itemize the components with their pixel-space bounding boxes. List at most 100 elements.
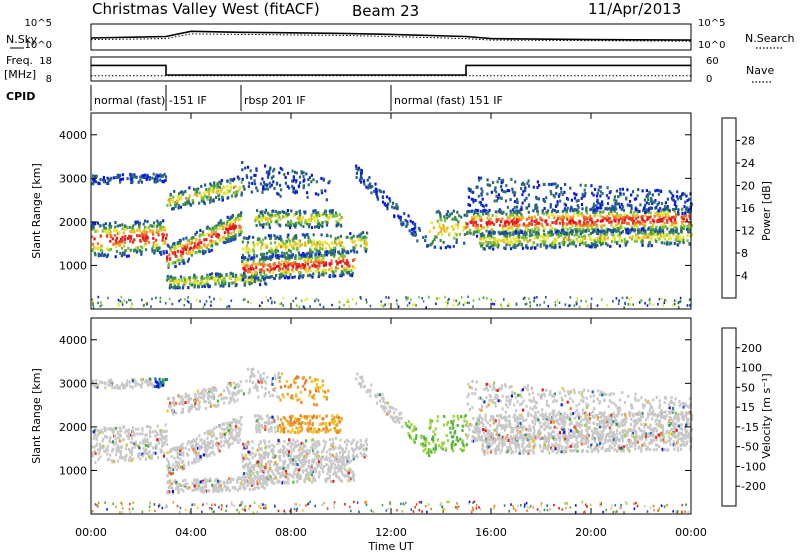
power-cell xyxy=(370,191,373,195)
power-cell xyxy=(334,237,337,241)
power-cell xyxy=(673,210,676,213)
power-cell xyxy=(94,253,97,257)
power-cell xyxy=(123,244,126,248)
velocity-cell xyxy=(154,377,157,381)
power-cell xyxy=(607,228,610,232)
power-cell xyxy=(271,267,275,271)
power-cell xyxy=(201,285,204,289)
power-cell xyxy=(190,253,193,257)
velocity-cell xyxy=(172,409,175,413)
power-cell xyxy=(280,302,283,305)
power-cell xyxy=(226,220,229,224)
power-cell xyxy=(221,281,224,285)
power-cell xyxy=(206,197,209,201)
power-cell xyxy=(453,217,456,221)
power-cell xyxy=(556,236,560,239)
power-cell xyxy=(217,221,221,225)
power-cell xyxy=(490,190,493,194)
power-cell xyxy=(580,203,584,206)
velocity-cell xyxy=(110,380,114,384)
velocity-cell xyxy=(232,397,235,401)
power-cell xyxy=(389,199,392,203)
power-cell xyxy=(130,181,133,185)
power-cell xyxy=(391,201,395,205)
power-cell xyxy=(514,191,517,195)
velocity-cell xyxy=(196,397,199,401)
power-cell xyxy=(282,262,285,266)
power-cell xyxy=(663,205,666,209)
power-cell xyxy=(226,191,229,195)
power-cell xyxy=(336,262,339,266)
velocity-cell xyxy=(138,446,141,450)
power-cell xyxy=(235,216,238,220)
power-cell xyxy=(317,266,320,270)
velocity-cell xyxy=(192,439,195,443)
power-cell xyxy=(185,245,189,249)
power-cell xyxy=(657,230,660,234)
power-cell xyxy=(118,304,120,307)
power-cell xyxy=(618,231,621,235)
power-cell xyxy=(140,252,143,256)
velocity-cell xyxy=(148,429,151,433)
velocity-cell xyxy=(96,442,99,446)
velocity-cell xyxy=(97,429,100,433)
power-cell xyxy=(169,279,172,283)
power-cell xyxy=(130,177,133,181)
power-cell xyxy=(131,173,134,177)
power-cell xyxy=(238,226,241,230)
power-cell xyxy=(220,220,223,224)
power-cell xyxy=(512,230,515,234)
power-cell xyxy=(268,255,272,259)
velocity-cell xyxy=(182,402,185,406)
power-cell xyxy=(317,269,320,273)
power-cell xyxy=(139,178,142,182)
power-cell xyxy=(335,214,338,218)
power-cell xyxy=(137,220,140,224)
power-cell xyxy=(281,243,284,247)
power-cell xyxy=(500,220,503,224)
power-cell xyxy=(405,296,407,299)
power-cell xyxy=(537,226,540,230)
power-cell xyxy=(647,207,651,210)
power-cell xyxy=(232,235,235,239)
velocity-cell xyxy=(144,433,147,437)
power-cell xyxy=(610,233,613,236)
velocity-cell xyxy=(194,443,198,447)
power-cell xyxy=(525,196,528,200)
power-cell xyxy=(618,239,621,243)
power-cell xyxy=(505,235,509,239)
power-cell xyxy=(209,196,212,200)
power-cell xyxy=(114,239,117,243)
power-cell xyxy=(121,239,124,242)
power-cell xyxy=(178,244,181,248)
velocity-cell xyxy=(155,443,158,447)
power-cell xyxy=(334,266,338,269)
power-cell xyxy=(215,187,218,191)
velocity-cell xyxy=(182,466,186,470)
power-cell xyxy=(632,219,635,223)
power-cell xyxy=(569,304,571,307)
power-cell xyxy=(236,175,239,179)
power-cell xyxy=(436,219,439,223)
power-cell xyxy=(267,217,270,221)
power-cell xyxy=(584,191,587,195)
power-cell xyxy=(216,235,220,238)
power-cell xyxy=(208,273,212,277)
power-cell xyxy=(686,225,689,228)
power-cell xyxy=(599,185,602,189)
power-cell xyxy=(518,242,521,246)
power-cell xyxy=(292,299,295,303)
velocity-cell xyxy=(106,444,109,448)
power-cell xyxy=(119,237,122,241)
velocity-cell xyxy=(159,433,162,437)
power-cell xyxy=(125,225,128,229)
power-cell xyxy=(172,279,175,283)
power-cell xyxy=(295,212,298,215)
power-cell xyxy=(298,209,301,213)
power-cell xyxy=(515,217,519,221)
power-cell xyxy=(253,280,256,284)
velocity-cell xyxy=(102,437,105,441)
power-cell xyxy=(274,241,277,245)
power-cell xyxy=(141,174,144,178)
power-cell xyxy=(284,181,287,185)
